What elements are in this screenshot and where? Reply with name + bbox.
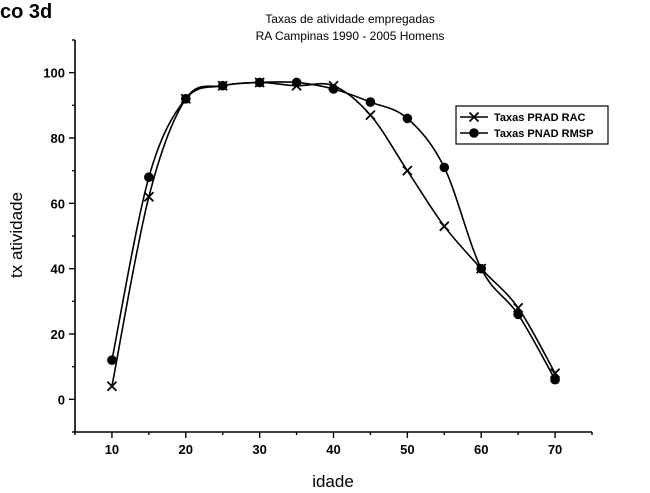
legend-label: Taxas PNAD RMSP <box>494 128 593 140</box>
chart-title-line-2: RA Campinas 1990 - 2005 Homens <box>256 29 445 43</box>
y-tick-label: 20 <box>51 327 65 342</box>
data-point-circle <box>217 80 228 91</box>
data-point-circle <box>328 84 339 94</box>
data-point-x <box>365 109 376 121</box>
legend-box <box>455 105 609 145</box>
legend-item: Taxas PNAD RMSP <box>460 128 593 140</box>
y-axis-title: tx atividade <box>7 192 26 278</box>
data-point-circle <box>144 172 154 182</box>
x-tick-label: 50 <box>400 442 414 457</box>
series-2 <box>107 77 560 385</box>
y-tick-label: 60 <box>51 196 65 211</box>
x-tick-label: 60 <box>474 442 488 457</box>
y-tick-label: 100 <box>43 66 65 81</box>
x-tick-label: 70 <box>548 442 562 457</box>
data-point-x <box>143 191 154 202</box>
data-point-x <box>439 221 450 232</box>
marker-stroke <box>365 109 376 121</box>
data-point-x <box>402 165 413 176</box>
marker-stroke <box>439 221 450 232</box>
legend-marker <box>468 111 480 123</box>
marker-stroke <box>402 165 413 176</box>
legend-label: Taxas PRAD RAC <box>494 112 586 124</box>
data-point-circle <box>550 374 560 385</box>
figure-label: co 3d <box>0 1 52 23</box>
legend: Taxas PRAD RAC Taxas PNAD RMSP <box>455 105 609 145</box>
marker-stroke <box>468 111 480 123</box>
data-point-circle <box>365 97 376 107</box>
data-point-x <box>106 381 118 392</box>
legend-item: Taxas PRAD RAC <box>460 111 586 124</box>
x-tick-label: 10 <box>105 442 119 457</box>
data-point-circle <box>291 77 302 88</box>
x-tick-label: 20 <box>179 442 193 457</box>
x-tick-label: 40 <box>326 442 340 457</box>
data-point-circle <box>476 263 487 274</box>
y-tick-label: 40 <box>51 262 65 277</box>
data-point-circle <box>254 77 265 88</box>
x-tick-label: 30 <box>252 442 266 457</box>
x-axis-title: idade <box>312 472 354 491</box>
data-point-circle <box>107 355 117 365</box>
series-layer <box>106 77 561 392</box>
y-tick-label: 80 <box>51 131 65 146</box>
marker-stroke <box>106 381 118 392</box>
data-point-circle <box>402 113 413 124</box>
marker-stroke <box>143 191 154 202</box>
data-point-circle <box>439 162 450 173</box>
chart-title-line-1: Taxas de atividade empregadas <box>265 12 434 26</box>
data-point-circle <box>180 94 191 104</box>
legend-marker <box>469 128 479 138</box>
data-point-circle <box>513 309 523 320</box>
y-tick-label: 0 <box>58 392 65 407</box>
axes: 10 20 30 40 50 60 70 0 20 40 60 80 100 <box>43 39 593 457</box>
